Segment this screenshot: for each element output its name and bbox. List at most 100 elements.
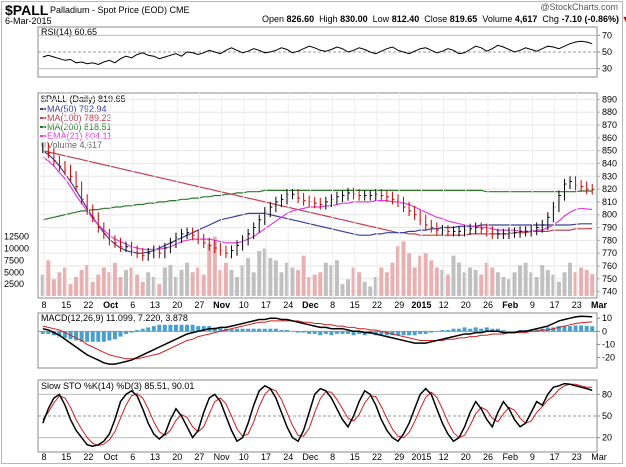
- price-x-label: 29: [394, 300, 404, 310]
- sto-k-line: [42, 382, 593, 447]
- macd-histogram-bar: [346, 331, 351, 334]
- price-x-label: 10: [239, 300, 249, 310]
- sto-x-label: 22: [372, 452, 382, 462]
- sto-x-label: 6: [130, 452, 135, 462]
- volume-bar: [579, 267, 584, 296]
- sto-x-label: 12: [439, 452, 449, 462]
- macd-histogram-bar: [112, 331, 117, 340]
- macd-histogram-bar: [390, 331, 395, 336]
- macd-axis-tick-label: 0: [602, 326, 607, 336]
- macd-axis-tick-label: 10: [602, 313, 612, 323]
- volume-bar: [323, 262, 328, 296]
- volume-bar: [124, 269, 129, 296]
- volume-bar: [246, 258, 251, 296]
- ema21-line: [42, 156, 593, 250]
- price-x-label: 22: [372, 300, 382, 310]
- price-x-label: Mar: [591, 300, 608, 310]
- sto-title: Slow STO %K(14) %D(3) 85.51, 90.01: [41, 381, 194, 391]
- macd-histogram-bar: [279, 330, 284, 332]
- volume-bar: [484, 262, 489, 296]
- volume-bar: [368, 286, 373, 296]
- sto-x-label: Mar: [591, 452, 607, 462]
- macd-histogram-bar: [357, 331, 362, 334]
- rsi-axis-tick-label: 70: [602, 30, 612, 40]
- volume-bar: [312, 274, 317, 296]
- open-value: 826.60: [286, 14, 315, 24]
- macd-axis-tick-label: -20: [602, 353, 615, 363]
- volume-bar: [445, 274, 450, 296]
- legend-volume: Volume 4,617: [47, 140, 102, 150]
- price-axis-tick-label: 820: [602, 184, 617, 194]
- legend-ma100: MA(100) 789.23: [47, 113, 112, 123]
- ma200-line: [42, 189, 593, 221]
- quote-line: Open 826.60 High 830.00 Low 812.40 Close…: [262, 14, 626, 24]
- volume-bar: [384, 272, 389, 296]
- sto-d-line: [42, 383, 593, 447]
- macd-histogram-bar: [251, 328, 256, 332]
- volume-bar: [568, 262, 573, 296]
- volume-bar: [412, 267, 417, 296]
- price-x-label: Oct: [103, 300, 118, 310]
- price-panel: [37, 92, 598, 299]
- macd-histogram-bar: [534, 328, 539, 332]
- close-label: Close: [424, 14, 448, 24]
- price-x-label: Nov: [213, 300, 230, 310]
- macd-histogram-bar: [173, 324, 178, 332]
- volume-bar: [479, 274, 484, 296]
- volume-bar: [146, 272, 151, 296]
- price-axis-tick-label: 880: [602, 107, 617, 117]
- volume-bar: [334, 260, 339, 296]
- macd-histogram-bar: [334, 331, 339, 334]
- macd-histogram-bar: [301, 331, 306, 333]
- volume-bar: [207, 243, 212, 296]
- macd-histogram-bar: [179, 324, 184, 332]
- low-label: Low: [372, 14, 390, 24]
- sto-axis-tick-label: 20: [602, 433, 612, 443]
- macd-histogram-bar: [246, 328, 251, 332]
- volume-bar: [168, 265, 173, 296]
- macd-histogram-bar: [401, 331, 406, 336]
- macd-histogram-bar: [62, 331, 67, 338]
- security-name: Palladium - Spot Price (EOD) CME: [50, 5, 190, 15]
- volume-bar: [235, 277, 240, 296]
- macd-histogram-bar: [296, 331, 301, 333]
- macd-histogram-bar: [579, 325, 584, 332]
- sto-axis-tick-label: 50: [602, 411, 612, 421]
- macd-histogram-bar: [190, 324, 195, 332]
- macd-histogram-bar: [556, 326, 561, 332]
- price-axis-tick-label: 790: [602, 223, 617, 233]
- price-x-label: 15: [350, 300, 360, 310]
- sto-x-label: 26: [483, 452, 493, 462]
- macd-histogram-bar: [462, 327, 467, 332]
- macd-histogram-bar: [418, 331, 423, 334]
- sto-x-label: 17: [550, 452, 560, 462]
- high-value: 830.00: [340, 14, 368, 24]
- macd-histogram-bar: [240, 328, 245, 332]
- volume-axis-tick-label: 12500: [4, 232, 29, 242]
- volume-bar: [523, 262, 528, 296]
- volume-bar: [201, 274, 206, 296]
- symbol: $PALL: [5, 2, 49, 18]
- volume-bar: [173, 277, 178, 296]
- high-label: High: [319, 14, 338, 24]
- volume-bar: [40, 274, 45, 296]
- volume-bar: [140, 281, 145, 296]
- open-label: Open: [262, 14, 285, 24]
- macd-histogram-bar: [329, 331, 334, 336]
- macd-histogram-bar: [262, 328, 267, 332]
- macd-histogram-bar: [40, 331, 45, 334]
- ma50-line: [42, 150, 593, 254]
- volume-bar: [185, 262, 190, 296]
- volume-axis-tick-label: 2500: [4, 279, 24, 289]
- price-x-label: 8: [41, 300, 46, 310]
- price-axis-tick-label: 890: [602, 94, 617, 104]
- volume-bar: [556, 281, 561, 296]
- volume-bar: [357, 272, 362, 296]
- macd-histogram-bar: [568, 326, 573, 332]
- volume-bar: [468, 267, 473, 296]
- macd-title: MACD(12,26,9) 11.099, 7.220, 3.878: [41, 313, 188, 323]
- volume-bar: [340, 284, 345, 296]
- macd-histogram-bar: [451, 328, 456, 332]
- macd-histogram-bar: [268, 328, 273, 332]
